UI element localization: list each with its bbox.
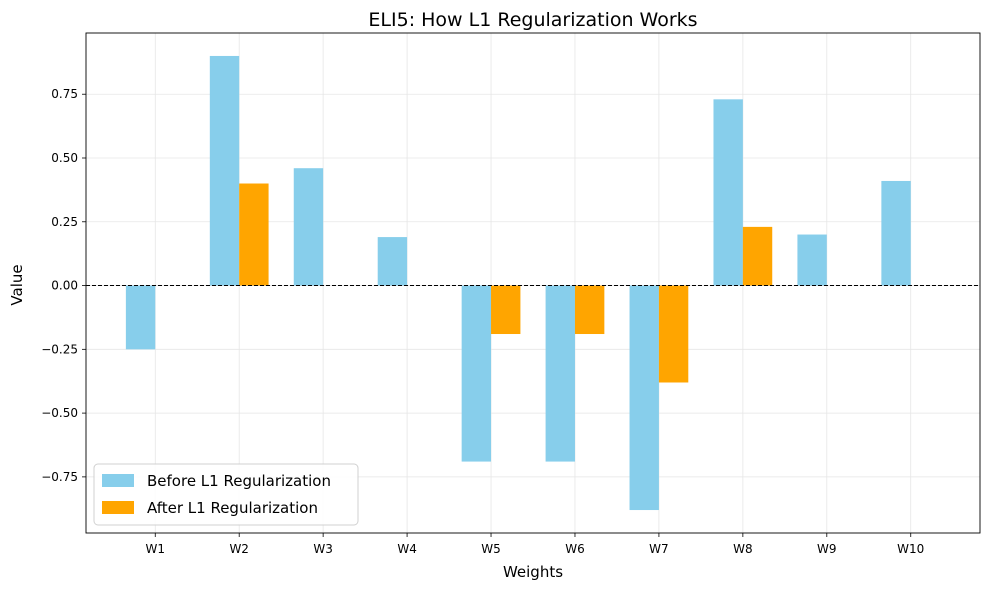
- x-tick-label: W1: [146, 542, 166, 556]
- bar-before: [797, 234, 827, 286]
- legend-swatch: [102, 501, 134, 514]
- y-tick-label: −0.75: [41, 470, 78, 484]
- x-tick-label: W3: [313, 542, 333, 556]
- y-tick-label: 0.75: [51, 87, 78, 101]
- bar-before: [377, 237, 408, 286]
- x-tick-label: W8: [733, 542, 753, 556]
- y-tick-label: 0.00: [51, 279, 78, 293]
- plot-frame: [85, 32, 981, 534]
- bar-after: [491, 285, 521, 335]
- bar-before: [293, 168, 324, 286]
- bar-after: [658, 285, 689, 383]
- legend-swatch: [102, 474, 134, 487]
- bar-before: [125, 285, 156, 350]
- x-axis-title: Weights: [503, 563, 563, 581]
- legend-label: After L1 Regularization: [147, 499, 318, 517]
- y-tick-label: 0.50: [51, 151, 78, 165]
- bars: [125, 55, 911, 511]
- bar-after: [574, 285, 605, 335]
- x-tick-label: W10: [897, 542, 924, 556]
- bar-after: [239, 183, 269, 286]
- x-tick-label: W4: [397, 542, 417, 556]
- legend-box: [93, 463, 359, 526]
- x-tick-label: W5: [481, 542, 501, 556]
- x-tick-label: W9: [817, 542, 837, 556]
- chart-title: ELI5: How L1 Regularization Works: [368, 9, 697, 31]
- legend-label: Before L1 Regularization: [147, 472, 331, 490]
- axes: −0.75 −0.50 −0.25 0.00 0.25 0.50 0.75 W1 W2 W3 W4 W…: [41, 32, 981, 556]
- legend: Before L1 Regularization After L1 Regular…: [93, 463, 359, 526]
- bar-before: [881, 180, 911, 286]
- bar-before: [545, 285, 575, 462]
- bar-before: [461, 285, 492, 462]
- y-axis-title: Value: [8, 264, 26, 305]
- bar-before: [713, 99, 743, 286]
- x-tick-label: W6: [565, 542, 585, 556]
- bar-before: [629, 285, 659, 511]
- bar-after: [742, 226, 773, 286]
- bar-before: [209, 55, 240, 286]
- x-tick-label: W2: [229, 542, 249, 556]
- x-tick-label: W7: [649, 542, 669, 556]
- y-tick-label: −0.50: [41, 406, 78, 420]
- y-tick-label: −0.25: [41, 342, 78, 356]
- y-tick-label: 0.25: [51, 215, 78, 229]
